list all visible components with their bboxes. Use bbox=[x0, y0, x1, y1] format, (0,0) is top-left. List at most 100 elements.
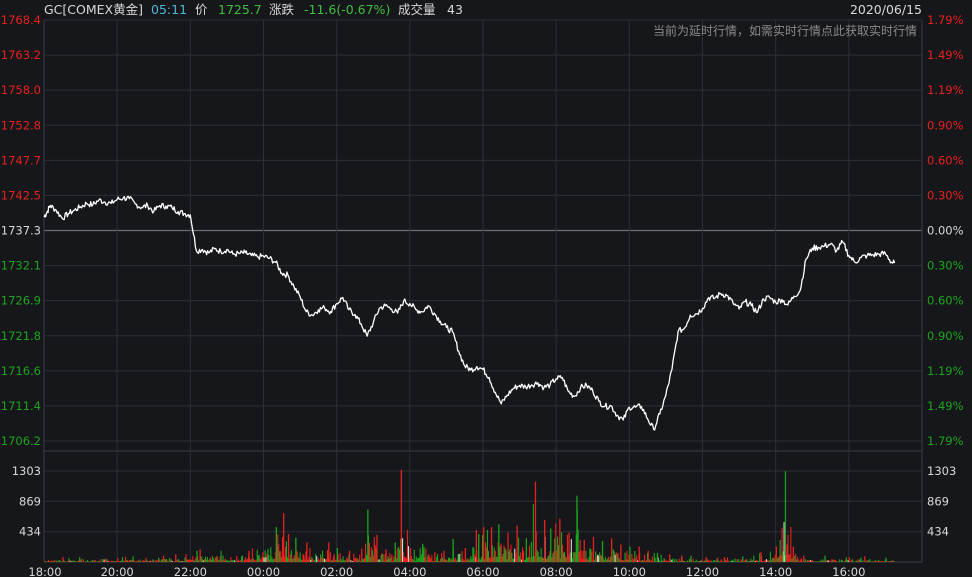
volume-bar bbox=[398, 547, 400, 562]
x-tick-label: 12:00 bbox=[686, 565, 719, 577]
volume-bar bbox=[357, 558, 359, 562]
pct-tick-label: 0.30% bbox=[927, 259, 964, 273]
volume-bar bbox=[599, 552, 601, 562]
volume-bar bbox=[694, 561, 696, 562]
volume-bar bbox=[453, 559, 455, 562]
volume-bar bbox=[849, 561, 851, 562]
volume-bar bbox=[115, 561, 117, 562]
volume-bar bbox=[264, 550, 266, 562]
volume-bar bbox=[430, 558, 432, 562]
volume-bar bbox=[538, 556, 540, 562]
volume-bar bbox=[686, 560, 688, 562]
volume-bar bbox=[446, 560, 448, 562]
volume-bar bbox=[53, 560, 55, 562]
volume-bar bbox=[496, 557, 498, 562]
volume-bar bbox=[615, 552, 617, 562]
volume-bar bbox=[842, 560, 844, 562]
volume-bar bbox=[290, 550, 292, 562]
volume-bar bbox=[667, 560, 669, 562]
volume-bar bbox=[472, 547, 474, 562]
volume-bar bbox=[263, 557, 265, 562]
volume-peak-bar bbox=[464, 548, 466, 562]
volume-bar bbox=[323, 558, 325, 562]
volume-tick-label: 434 bbox=[19, 525, 41, 539]
volume-bar bbox=[69, 560, 71, 562]
volume-bar bbox=[584, 559, 586, 562]
volume-bar bbox=[365, 554, 367, 562]
volume-bar bbox=[211, 556, 213, 562]
volume-bar bbox=[642, 559, 644, 562]
delay-notice-link[interactable]: 当前为延时行情，如需实时行情点此获取实时行情 bbox=[653, 23, 917, 38]
volume-bar bbox=[334, 559, 336, 562]
volume-bar bbox=[289, 554, 291, 562]
volume-bar bbox=[700, 560, 702, 562]
pct-tick-label: 0.90% bbox=[927, 329, 964, 343]
volume-bar bbox=[317, 560, 319, 562]
volume-bar bbox=[715, 561, 717, 562]
volume-bar bbox=[795, 553, 797, 562]
volume-bar bbox=[301, 560, 303, 562]
volume-bars bbox=[44, 469, 895, 562]
volume-bar bbox=[70, 560, 72, 562]
volume-bar bbox=[110, 561, 112, 562]
volume-bar bbox=[212, 558, 214, 562]
volume-bar bbox=[355, 557, 357, 562]
volume-peak-bar bbox=[295, 537, 297, 562]
volume-bar bbox=[405, 558, 407, 562]
volume-bar bbox=[429, 557, 431, 562]
volume-bar bbox=[718, 560, 720, 562]
volume-bar bbox=[51, 561, 53, 562]
volume-bar bbox=[828, 561, 830, 562]
volume-bar bbox=[413, 549, 415, 562]
x-tick-label: 06:00 bbox=[466, 565, 499, 577]
volume-bar bbox=[773, 558, 775, 562]
volume-bar bbox=[54, 561, 56, 562]
volume-bar bbox=[424, 557, 426, 562]
volume-bar bbox=[523, 550, 525, 562]
volume-bar bbox=[865, 561, 867, 562]
volume-bar bbox=[149, 561, 151, 562]
volume-bar bbox=[310, 559, 312, 562]
volume-bar bbox=[801, 558, 803, 562]
volume-bar bbox=[512, 558, 514, 562]
volume-bar bbox=[253, 560, 255, 562]
volume-peak-bar bbox=[742, 556, 744, 562]
volume-bar bbox=[271, 557, 273, 562]
volume-bar bbox=[820, 559, 822, 562]
volume-bar bbox=[863, 561, 865, 562]
volume-bar bbox=[755, 560, 757, 562]
volume-bar bbox=[461, 551, 463, 562]
volume-bar bbox=[545, 558, 547, 562]
volume-bar bbox=[59, 560, 61, 562]
volume-bar bbox=[220, 550, 222, 562]
volume-bar bbox=[343, 559, 345, 562]
volume-bar bbox=[521, 559, 523, 562]
volume-bar bbox=[725, 560, 727, 562]
volume-bar bbox=[96, 561, 98, 562]
volume-bar bbox=[370, 547, 372, 562]
volume-bar bbox=[861, 561, 863, 562]
volume-bar bbox=[278, 543, 280, 562]
volume-bar bbox=[524, 559, 526, 562]
volume-bar bbox=[527, 557, 529, 562]
volume-bar bbox=[393, 556, 395, 562]
volume-bar bbox=[588, 557, 590, 562]
volume-bar bbox=[893, 561, 895, 562]
volume-bar bbox=[151, 561, 153, 562]
volume-bar bbox=[84, 561, 86, 562]
volume-bar bbox=[614, 554, 616, 562]
volume-peak-bar bbox=[162, 555, 165, 562]
volume-bar bbox=[144, 561, 146, 562]
y-tick-label: 1737.3 bbox=[1, 224, 41, 238]
volume-peak-bar bbox=[620, 544, 622, 562]
volume-bar bbox=[888, 561, 890, 562]
volume-peak-bar bbox=[669, 554, 671, 562]
volume-bar bbox=[125, 556, 127, 562]
volume-bar bbox=[152, 559, 154, 562]
volume-peak-bar bbox=[394, 542, 396, 562]
volume-bar bbox=[813, 561, 815, 562]
volume-bar bbox=[378, 559, 380, 562]
volume-bar bbox=[191, 559, 193, 562]
volume-bar bbox=[553, 551, 555, 562]
volume-bar bbox=[671, 560, 673, 562]
